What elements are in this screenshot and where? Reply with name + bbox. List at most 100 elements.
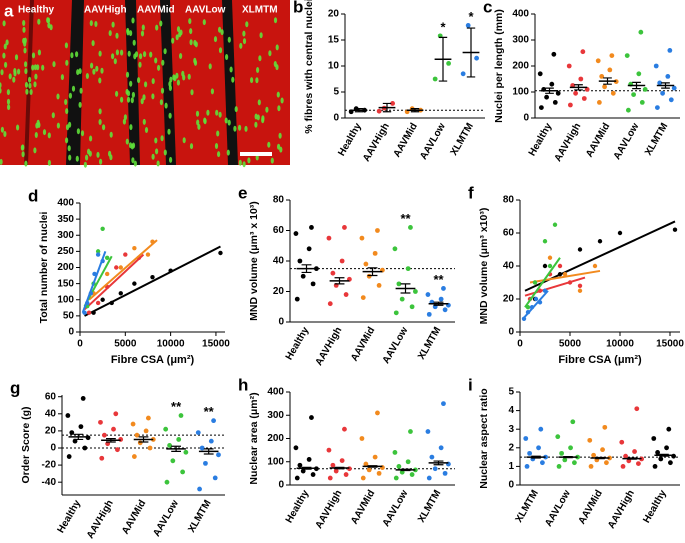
- data-point: [442, 470, 448, 476]
- nucleus: [78, 101, 82, 108]
- nucleus: [188, 18, 192, 25]
- x-tick-label: AAVMid: [392, 121, 420, 159]
- nucleus: [157, 64, 161, 71]
- nucleus: [56, 122, 61, 129]
- nucleus: [122, 118, 126, 125]
- nucleus: [79, 87, 83, 94]
- y-tick-label: 300: [512, 35, 529, 46]
- nucleus: [143, 51, 147, 58]
- nucleus: [242, 38, 247, 45]
- nucleus: [125, 71, 130, 78]
- nucleus: [130, 97, 134, 104]
- data-point: [567, 102, 573, 108]
- significance-label: *: [468, 9, 474, 24]
- y-tick-label: 0: [50, 443, 56, 454]
- data-point: [584, 87, 590, 92]
- data-point: [375, 410, 380, 416]
- data-point: [668, 97, 674, 103]
- nucleus: [41, 64, 45, 71]
- fibre-gap: [125, 0, 140, 165]
- data-point: [99, 455, 105, 461]
- nucleus: [163, 48, 167, 55]
- nucleus: [189, 143, 194, 150]
- nucleus: [141, 24, 145, 31]
- data-point: [390, 101, 395, 106]
- nucleus: [142, 118, 146, 125]
- data-point: [617, 230, 623, 236]
- nucleus: [155, 148, 159, 155]
- error-bar: [563, 455, 573, 459]
- nucleus: [155, 24, 159, 31]
- error-bar: [367, 267, 378, 277]
- y-tick-label: 0: [333, 113, 339, 124]
- y-tick-label: 200: [57, 262, 74, 273]
- nucleus: [71, 85, 76, 92]
- nucleus: [24, 61, 28, 68]
- data-point: [596, 100, 602, 105]
- data-point: [342, 426, 347, 432]
- data-point: [195, 430, 201, 436]
- data-point: [309, 225, 314, 230]
- nucleus: [64, 99, 68, 105]
- nucleus: [16, 124, 20, 131]
- nucleus: [47, 22, 51, 29]
- nucleus: [46, 17, 51, 24]
- nucleus: [154, 137, 158, 144]
- data-point: [327, 301, 333, 307]
- nucleus: [259, 32, 263, 39]
- data-point: [442, 307, 448, 313]
- y-tick-label: 250: [57, 246, 74, 257]
- nucleus: [96, 151, 100, 158]
- data-point: [664, 445, 669, 451]
- nucleus: [78, 68, 82, 75]
- data-point: [216, 452, 221, 458]
- error-bar: [171, 445, 181, 453]
- nucleus: [33, 64, 38, 71]
- nucleus: [8, 73, 12, 80]
- data-point: [624, 53, 630, 58]
- nucleus: [196, 119, 200, 126]
- data-point: [360, 475, 366, 481]
- fit-line: [81, 251, 107, 313]
- data-point: [671, 85, 677, 91]
- data-point: [95, 252, 101, 257]
- x-tick-label: XLMTM: [416, 488, 443, 524]
- y-axis-title: MND volume (μm³ x 10³): [248, 201, 260, 321]
- data-point: [408, 225, 413, 230]
- y-tick-label: 400: [267, 387, 284, 398]
- data-point: [580, 49, 586, 55]
- data-point: [118, 265, 123, 270]
- data-point: [114, 265, 119, 270]
- y-tick-label: 5: [333, 87, 339, 98]
- nucleus: [0, 82, 2, 89]
- data-point: [551, 51, 557, 57]
- data-point: [132, 281, 137, 286]
- nucleus: [129, 80, 133, 87]
- data-point: [672, 227, 678, 232]
- data-point: [653, 63, 659, 69]
- error-bar: [301, 466, 312, 470]
- nucleus: [25, 88, 29, 95]
- nucleus: [151, 78, 155, 85]
- error-bar: [334, 466, 345, 470]
- image-label: XLMTM: [242, 5, 278, 16]
- error-bar: [661, 82, 670, 89]
- data-point: [597, 239, 603, 244]
- nucleus: [12, 76, 16, 83]
- data-point: [441, 286, 446, 291]
- error-bar: [106, 437, 116, 443]
- data-point: [577, 283, 583, 288]
- nucleus: [68, 121, 72, 128]
- data-point: [376, 283, 382, 288]
- data-point: [132, 245, 137, 251]
- y-axis-title: Nuclear aspect ratio: [478, 388, 490, 488]
- data-point: [631, 92, 636, 97]
- image-label: AAVMid: [137, 5, 175, 16]
- y-tick-label: 300: [267, 410, 284, 421]
- x-tick-label: XLMTM: [416, 325, 443, 361]
- nucleus: [36, 64, 40, 71]
- nucleus: [250, 77, 254, 84]
- nucleus: [125, 88, 129, 95]
- nucleus: [256, 67, 260, 73]
- data-point: [113, 411, 119, 417]
